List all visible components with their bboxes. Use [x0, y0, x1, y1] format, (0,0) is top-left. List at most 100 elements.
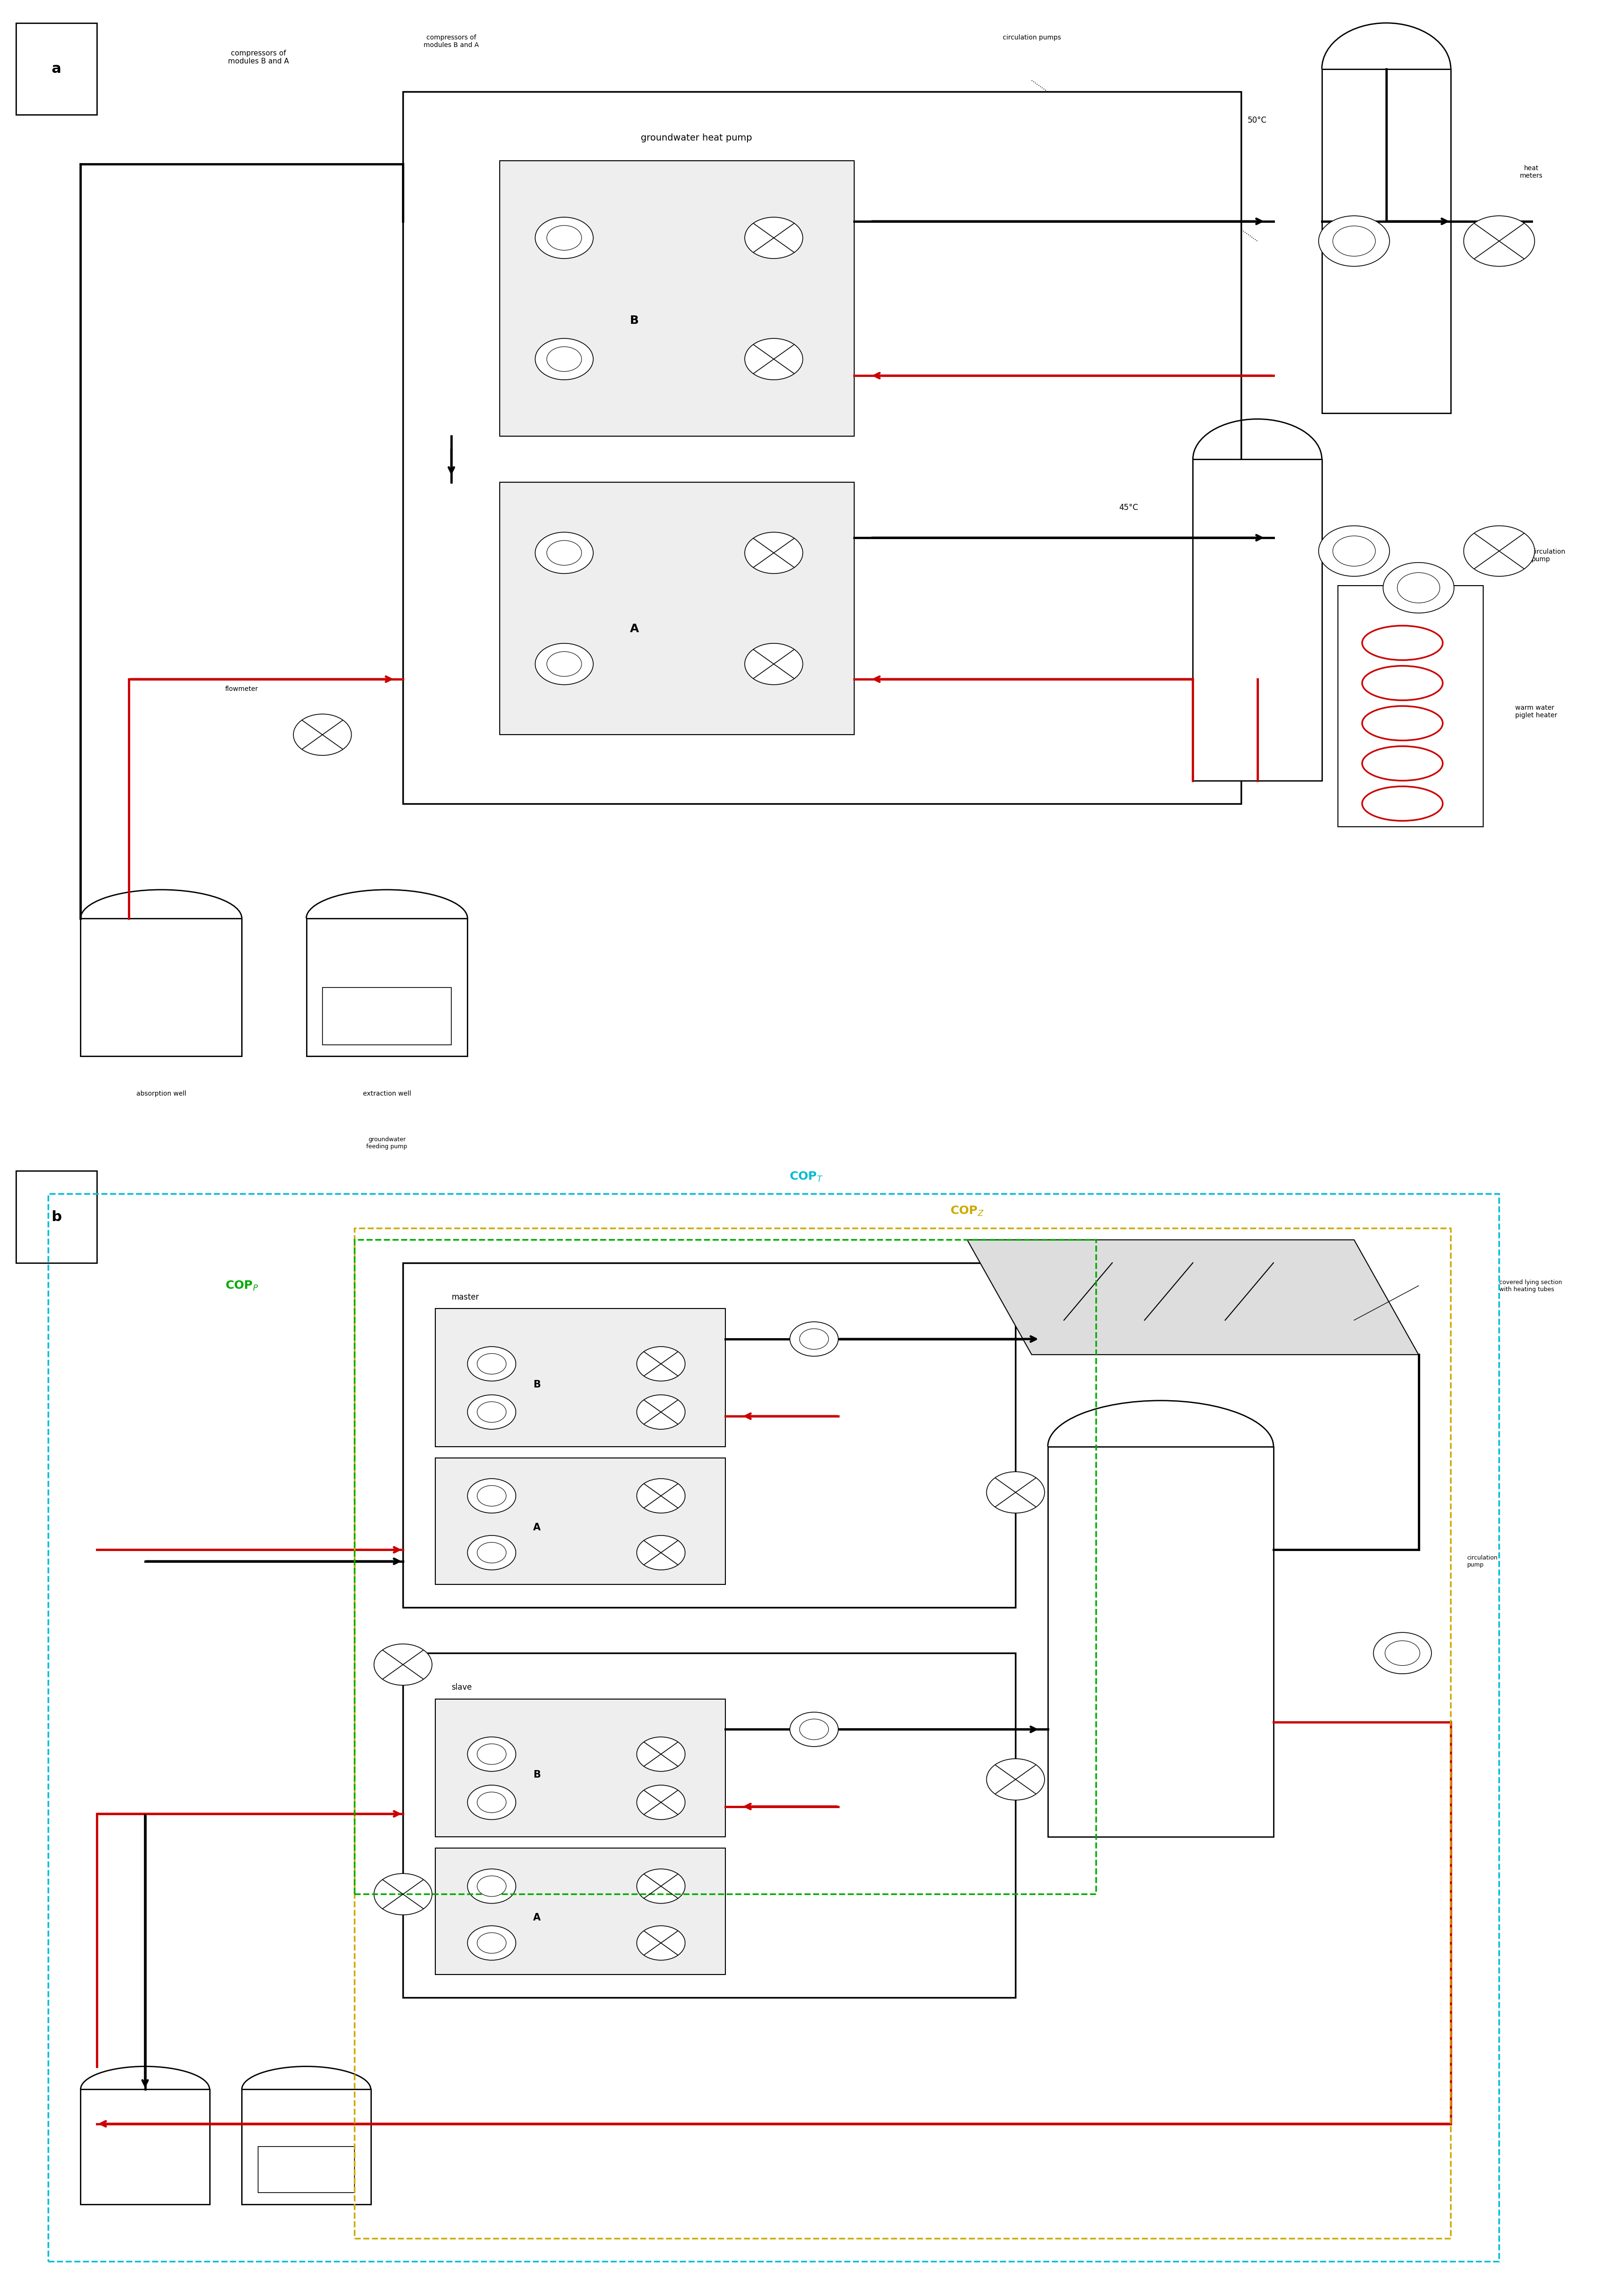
- Text: compressors of
modules B and A: compressors of modules B and A: [227, 51, 289, 64]
- Text: master: master: [451, 1293, 479, 1302]
- Circle shape: [1319, 526, 1390, 576]
- Circle shape: [987, 1759, 1045, 1800]
- Bar: [500, 161, 854, 436]
- Text: 45°C: 45°C: [1119, 503, 1138, 512]
- Circle shape: [467, 1926, 516, 1961]
- Bar: [242, 2089, 371, 2204]
- Circle shape: [477, 1876, 506, 1896]
- Circle shape: [293, 714, 351, 755]
- Circle shape: [1398, 572, 1440, 604]
- Text: COP$_Z$: COP$_Z$: [949, 1205, 985, 1217]
- Circle shape: [477, 1791, 506, 1814]
- Circle shape: [467, 1394, 516, 1428]
- Text: A: A: [534, 1913, 540, 1922]
- Circle shape: [637, 1394, 685, 1428]
- Bar: [435, 1699, 725, 1837]
- Text: B: B: [630, 315, 638, 326]
- Circle shape: [745, 338, 803, 379]
- Bar: [500, 482, 854, 735]
- Text: flowmeter: flowmeter: [224, 687, 258, 691]
- Circle shape: [745, 533, 803, 574]
- Bar: [403, 1653, 1016, 1998]
- Circle shape: [535, 338, 593, 379]
- Text: B: B: [534, 1770, 540, 1779]
- Circle shape: [477, 1401, 506, 1421]
- Circle shape: [467, 1786, 516, 1818]
- Text: b: b: [52, 1210, 61, 1224]
- Circle shape: [637, 1926, 685, 1961]
- Text: buffer
reservoirs: buffer reservoirs: [1483, 234, 1515, 248]
- Text: groundwater
feeding pump: groundwater feeding pump: [366, 1137, 408, 1150]
- Circle shape: [535, 643, 593, 684]
- Text: heat
meters: heat meters: [1520, 165, 1543, 179]
- Text: B: B: [534, 1380, 540, 1389]
- Circle shape: [546, 225, 582, 250]
- Text: 50°C: 50°C: [1248, 117, 1267, 124]
- Bar: [322, 987, 451, 1045]
- Circle shape: [1319, 216, 1390, 266]
- Circle shape: [637, 1786, 685, 1818]
- Circle shape: [477, 1543, 506, 1564]
- Circle shape: [745, 643, 803, 684]
- Circle shape: [477, 1745, 506, 1763]
- Bar: [16, 23, 97, 115]
- Circle shape: [1385, 1642, 1420, 1665]
- Circle shape: [477, 1933, 506, 1954]
- Text: COP$_P$: COP$_P$: [226, 1279, 258, 1293]
- Circle shape: [477, 1352, 506, 1373]
- Text: groundwater heat pump: groundwater heat pump: [640, 133, 753, 142]
- Circle shape: [637, 1345, 685, 1380]
- Circle shape: [1464, 526, 1535, 576]
- Circle shape: [637, 1869, 685, 1903]
- Circle shape: [477, 1486, 506, 1506]
- Circle shape: [800, 1720, 829, 1740]
- Bar: [81, 918, 242, 1056]
- Text: slave: slave: [451, 1683, 472, 1692]
- Bar: [16, 1171, 97, 1263]
- Circle shape: [1373, 1632, 1431, 1674]
- Bar: [403, 1263, 1016, 1607]
- Circle shape: [745, 218, 803, 259]
- Bar: [306, 918, 467, 1056]
- Text: circulation pumps: circulation pumps: [1003, 34, 1061, 41]
- Text: COP$_T$: COP$_T$: [790, 1171, 822, 1182]
- Bar: [403, 92, 1241, 804]
- Circle shape: [546, 540, 582, 565]
- Text: circulation
pump: circulation pump: [1531, 549, 1565, 563]
- Circle shape: [637, 1536, 685, 1570]
- Circle shape: [1333, 535, 1375, 567]
- Circle shape: [374, 1644, 432, 1685]
- Bar: [1193, 459, 1322, 781]
- Circle shape: [637, 1479, 685, 1513]
- Circle shape: [790, 1322, 838, 1357]
- Circle shape: [1464, 216, 1535, 266]
- Bar: [1322, 69, 1451, 413]
- Text: covered lying section
with heating tubes: covered lying section with heating tubes: [1499, 1279, 1562, 1293]
- Circle shape: [987, 1472, 1045, 1513]
- Text: warm water
piglet heater: warm water piglet heater: [1515, 705, 1557, 719]
- Bar: [1338, 585, 1483, 827]
- Text: A: A: [534, 1522, 540, 1531]
- Circle shape: [535, 218, 593, 259]
- Bar: [1048, 1446, 1273, 1837]
- Circle shape: [467, 1479, 516, 1513]
- Bar: [435, 1309, 725, 1446]
- Text: compressors of
modules B and A: compressors of modules B and A: [424, 34, 479, 48]
- Circle shape: [467, 1345, 516, 1380]
- Text: absorption well: absorption well: [135, 1091, 187, 1097]
- Circle shape: [467, 1736, 516, 1773]
- Circle shape: [546, 347, 582, 372]
- Circle shape: [374, 1874, 432, 1915]
- Circle shape: [1383, 563, 1454, 613]
- Polygon shape: [967, 1240, 1419, 1355]
- Circle shape: [467, 1869, 516, 1903]
- Bar: [258, 2147, 355, 2193]
- Bar: [435, 1848, 725, 1975]
- Text: circulation
pump: circulation pump: [1467, 1554, 1498, 1568]
- Circle shape: [546, 652, 582, 677]
- Bar: [435, 1458, 725, 1584]
- Circle shape: [535, 533, 593, 574]
- Text: extraction well: extraction well: [363, 1091, 411, 1097]
- Circle shape: [1333, 225, 1375, 257]
- Text: a: a: [52, 62, 61, 76]
